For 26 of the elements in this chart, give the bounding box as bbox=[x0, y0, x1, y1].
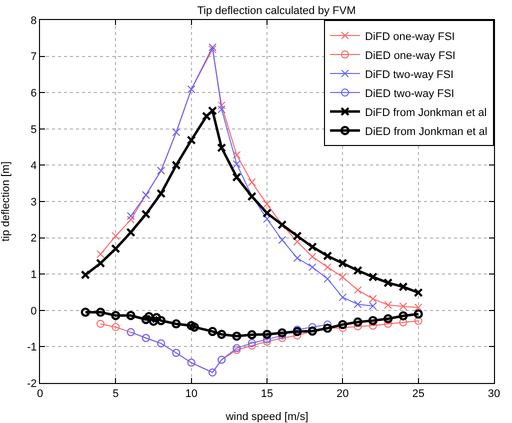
y-axis-title: tip deflection [m] bbox=[0, 161, 12, 242]
y-tick-label: 8 bbox=[30, 14, 37, 27]
y-tick-label: 5 bbox=[30, 124, 37, 136]
legend-label: DiED two-way FSI bbox=[365, 88, 454, 100]
y-tick-label: 3 bbox=[30, 196, 37, 208]
x-tick-label: 15 bbox=[260, 388, 274, 400]
x-tick-label: 25 bbox=[412, 388, 424, 400]
y-tick-label: -1 bbox=[27, 342, 37, 354]
x-axis-title: wind speed [m/s] bbox=[224, 411, 308, 423]
x-tick-label: 30 bbox=[488, 388, 500, 400]
y-tick-label: 2 bbox=[30, 232, 37, 245]
y-tick-label: 0 bbox=[30, 305, 37, 318]
x-tick-label: 10 bbox=[185, 388, 198, 400]
y-tick-label: 6 bbox=[30, 87, 37, 100]
y-tick-label: 7 bbox=[30, 51, 37, 64]
legend-label: DiFD from Jonkman et al bbox=[365, 106, 487, 119]
legend-label: DiFD one-way FSI bbox=[365, 30, 455, 43]
x-tick-label: 5 bbox=[112, 388, 119, 400]
x-tick-label: 20 bbox=[336, 388, 349, 400]
y-tick-label: 4 bbox=[30, 160, 37, 172]
y-tick-label: 1 bbox=[30, 268, 37, 281]
y-tick-label: -2 bbox=[27, 378, 37, 390]
legend-label: DiED from Jonkman et al bbox=[365, 126, 488, 138]
legend-label: DiFD two-way FSI bbox=[365, 68, 454, 81]
legend-label: DiED one-way FSI bbox=[365, 50, 456, 62]
chart-title: Tip deflection calculated by FVM bbox=[197, 5, 356, 18]
